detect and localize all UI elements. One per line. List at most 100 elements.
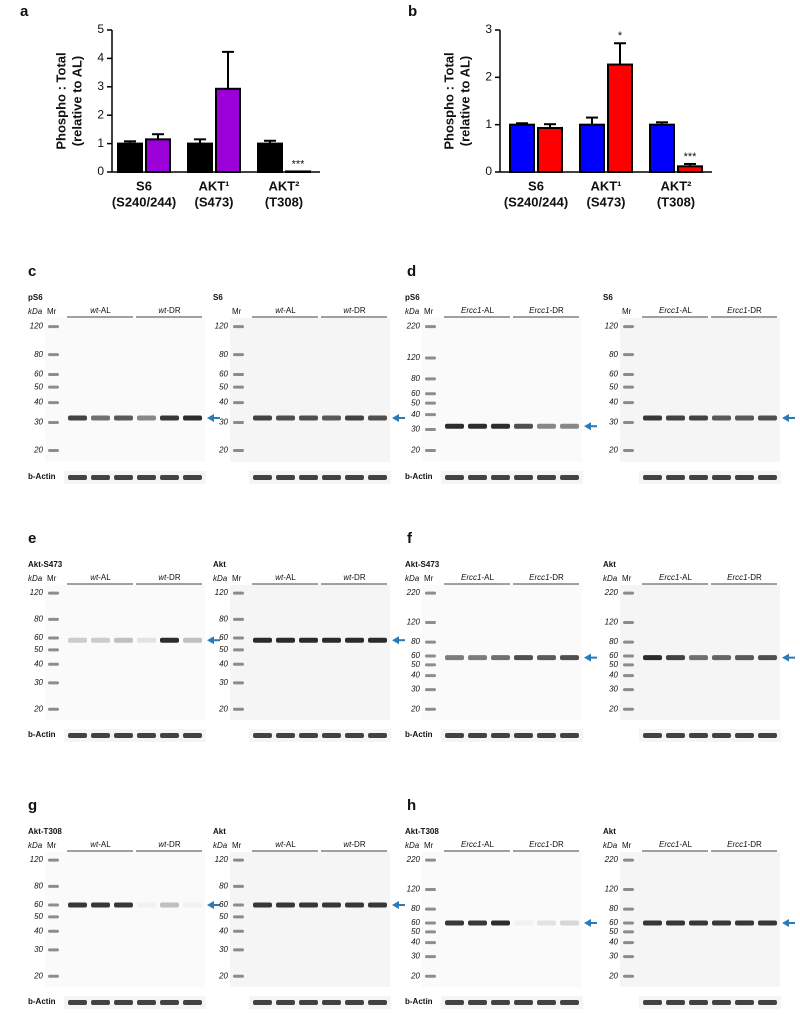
marker-label: 40 — [34, 659, 43, 668]
marker-band — [623, 707, 634, 711]
marker-label: 20 — [410, 704, 420, 713]
marker-label: 30 — [609, 952, 618, 961]
marker-label: 120 — [30, 588, 44, 597]
genotype: wt — [343, 573, 352, 582]
actin-band — [666, 1000, 685, 1005]
marker-label: 20 — [608, 446, 618, 455]
kda-label: kDa — [28, 307, 43, 316]
marker-band — [623, 325, 634, 329]
band — [491, 423, 510, 429]
marker-band — [48, 385, 59, 389]
genotype: wt — [158, 306, 167, 315]
blot-image — [230, 585, 390, 720]
blot-title: Akt-S473 — [405, 560, 440, 569]
marker-band — [425, 887, 436, 891]
band — [689, 415, 708, 421]
marker-band — [48, 903, 59, 907]
loading-label: b-Actin — [28, 730, 56, 739]
loading-label: b-Actin — [28, 472, 56, 481]
kda-label: kDa — [405, 307, 420, 316]
diet: -DR — [748, 306, 762, 315]
mr-label: Mr — [622, 307, 632, 316]
marker-band — [425, 974, 436, 978]
marker-band — [233, 858, 244, 862]
band — [560, 423, 579, 429]
marker-label: 60 — [219, 633, 228, 642]
marker-label: 60 — [609, 370, 618, 379]
bar — [579, 123, 605, 173]
marker-label: 40 — [609, 398, 618, 407]
diet: -DR — [351, 573, 365, 582]
x-tick-label: (T308) — [265, 194, 303, 209]
marker-band — [233, 448, 244, 452]
group-label: Ercc1-AL — [659, 306, 692, 315]
band — [276, 902, 295, 908]
mr-label: Mr — [424, 841, 434, 850]
actin-band — [368, 1000, 387, 1005]
arrow-head — [782, 413, 789, 422]
mr-label: Mr — [424, 574, 434, 583]
actin-band — [491, 475, 510, 480]
diet: -AL — [98, 573, 111, 582]
band — [345, 637, 364, 643]
marker-band — [48, 648, 59, 652]
group-label: wt-DR — [158, 573, 180, 582]
marker-band — [623, 907, 634, 911]
actin-band — [183, 1000, 202, 1005]
blot-title: Akt — [213, 827, 226, 836]
band — [368, 637, 387, 643]
band — [537, 920, 556, 926]
marker-label: 60 — [411, 918, 420, 927]
band — [299, 415, 318, 421]
arrow-head — [584, 919, 591, 928]
marker-label: 50 — [219, 645, 228, 654]
actin-band — [537, 1000, 556, 1005]
marker-band — [425, 930, 436, 934]
significance: * — [618, 30, 623, 42]
band — [91, 902, 110, 908]
bar — [117, 142, 143, 174]
marker-label: 80 — [34, 881, 43, 890]
actin-band — [253, 475, 272, 480]
marker-label: 30 — [609, 685, 618, 694]
band — [758, 415, 777, 421]
band — [666, 655, 685, 661]
band — [322, 902, 341, 908]
band — [666, 415, 685, 421]
marker-band — [623, 663, 634, 667]
kda-label: kDa — [213, 841, 228, 850]
genotype: Ercc1 — [461, 573, 481, 582]
band — [114, 415, 133, 421]
arrow-head — [392, 413, 399, 422]
actin-band — [445, 733, 464, 738]
marker-label: 50 — [609, 382, 618, 391]
marker-band — [48, 915, 59, 919]
actin-band — [368, 475, 387, 480]
blot-title: S6 — [603, 293, 613, 302]
x-tick-label: AKT¹ — [198, 178, 229, 193]
actin-band — [445, 1000, 464, 1005]
marker-band — [233, 903, 244, 907]
arrow-head — [207, 636, 214, 645]
band — [735, 655, 754, 661]
loading-label: b-Actin — [405, 472, 433, 481]
band — [253, 637, 272, 643]
marker-label: 30 — [34, 678, 43, 687]
band — [114, 637, 133, 643]
marker-band — [623, 674, 634, 678]
bar — [257, 142, 283, 174]
marker-label: 220 — [604, 855, 619, 864]
blot-image — [620, 585, 780, 720]
marker-label: 50 — [34, 912, 43, 921]
marker-label: 40 — [34, 926, 43, 935]
y-tick-label: 5 — [97, 22, 104, 36]
marker-label: 220 — [604, 588, 619, 597]
actin-band — [276, 1000, 295, 1005]
actin-strip — [441, 996, 583, 1009]
marker-band — [48, 662, 59, 666]
marker-band — [233, 648, 244, 652]
y-axis-label: (relative to AL) — [69, 56, 84, 147]
marker-band — [425, 401, 436, 405]
marker-band — [623, 688, 634, 692]
